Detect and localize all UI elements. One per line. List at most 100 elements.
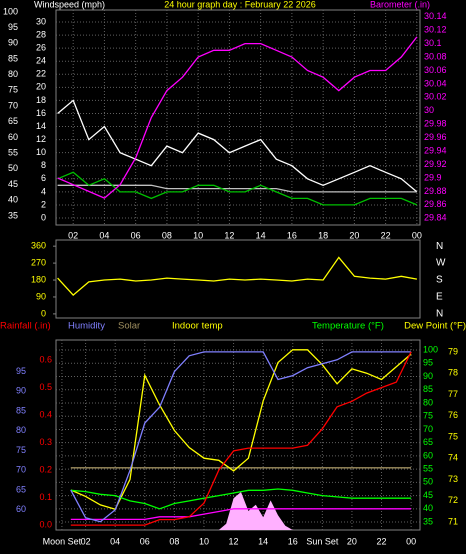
y2-tick-label: 29.96 [424,132,447,142]
temp-tick-label: 85 [423,384,433,394]
y2-tick-label: 30 [424,105,434,115]
y3-tick-label: 40 [8,195,18,205]
y-tick-label: 270 [31,257,46,267]
y-tick-label: 180 [31,274,46,284]
humidity-tick-label: 70 [16,465,26,475]
y3-tick-label: 35 [8,210,18,220]
temp-tick-label: 55 [423,464,433,474]
y2-tick-label: 30.04 [424,78,447,88]
dew-tick-label: 74 [448,453,458,463]
y2-tick-label: 29.88 [424,186,447,196]
x-tick-label: 10 [193,230,203,240]
y3-tick-label: 85 [8,53,18,63]
rain-tick-label: 0.4 [39,409,52,419]
x-tick-label: 14 [256,230,266,240]
y-tick-label: 10 [36,147,46,157]
series-line [57,36,418,199]
temp-tick-label: 50 [423,477,433,487]
humidity-tick-label: 60 [16,504,26,514]
x-tick-label: 14 [258,536,268,546]
temp-tick-label: 65 [423,437,433,447]
y2-tick-label: 29.84 [424,213,447,223]
humidity-tick-label: 80 [16,425,26,435]
temp-tick-label: 80 [423,397,433,407]
x-tick-label: 16 [288,536,298,546]
dew-tick-label: 78 [448,368,458,378]
x-tick-label: 06 [140,536,150,546]
dew-tick-label: 75 [448,431,458,441]
y-tick-label: 6 [41,173,46,183]
x-tick-label: Moon Set [43,536,82,546]
y-tick-label: 90 [36,291,46,301]
y3-tick-label: 90 [8,38,18,48]
dew-tick-label: 77 [448,389,458,399]
direction-label: N [436,241,443,252]
x-tick-label: 06 [131,230,141,240]
y-tick-label: 24 [36,56,46,66]
y-tick-label: 0 [41,212,46,222]
series-line [70,351,412,523]
series-line [70,351,412,526]
y3-tick-label: 55 [8,147,18,157]
rain-tick-label: 0.2 [39,464,52,474]
y-tick-label: 12 [36,134,46,144]
legend-temperature: Temperature (°F) [312,321,384,332]
x-tick-label: 20 [349,230,359,240]
y3-tick-label: 100 [3,6,18,16]
y2-tick-label: 30.1 [424,38,442,48]
chart-title: 24 hour graph day : February 22 2026 [164,0,316,9]
temp-tick-label: 60 [423,450,433,460]
dew-tick-label: 71 [448,516,458,526]
y-tick-label: 2 [41,199,46,209]
y-tick-label: 22 [36,69,46,79]
direction-label: S [436,275,443,286]
y3-tick-label: 95 [8,22,18,32]
y2-tick-label: 30.14 [424,11,447,21]
solar-area [218,492,293,530]
series-line [57,99,418,193]
y2-tick-label: 29.86 [424,199,447,209]
legend-dew-point: Dew Point (°F) [404,321,466,332]
x-tick-label: 22 [377,536,387,546]
rain-tick-label: 0.0 [39,519,52,529]
humidity-tick-label: 85 [16,405,26,415]
x-tick-label: 00 [412,230,422,240]
legend-indoor: Indoor temp [172,321,223,332]
humidity-tick-label: 95 [16,366,26,376]
x-tick-label: 04 [110,536,120,546]
dew-tick-label: 79 [448,346,458,356]
dew-tick-label: 73 [448,474,458,484]
y-tick-label: 16 [36,108,46,118]
x-tick-label: 12 [229,536,239,546]
x-tick-label: 04 [99,230,109,240]
series-line [70,508,412,521]
rain-tick-label: 0.1 [39,492,52,502]
temp-tick-label: 90 [423,371,433,381]
barometer-axis-title: Barometer (.in) [370,0,430,9]
direction-label: E [436,292,443,303]
x-tick-label: 08 [162,230,172,240]
temp-tick-label: 40 [423,503,433,513]
series-line [57,171,418,206]
temp-tick-label: 35 [423,516,433,526]
y-tick-label: 20 [36,82,46,92]
x-tick-label: 12 [224,230,234,240]
series-line [70,349,412,510]
wind-panel-frame [55,9,421,226]
x-tick-label: 02 [81,536,91,546]
y3-tick-label: 45 [8,179,18,189]
y-tick-label: 8 [41,160,46,170]
dew-tick-label: 72 [448,495,458,505]
rain-tick-label: 0.5 [39,382,52,392]
y-tick-label: 360 [31,241,46,251]
y3-tick-label: 75 [8,85,18,95]
y-tick-label: 14 [36,121,46,131]
y-tick-label: 28 [36,29,46,39]
x-tick-label: 22 [381,230,391,240]
y2-tick-label: 29.92 [424,159,447,169]
humidity-tick-label: 90 [16,386,26,396]
y-tick-label: 30 [36,16,46,26]
temp-tick-label: 95 [423,358,433,368]
temp-tick-label: 70 [423,424,433,434]
rain-tick-label: 0.3 [39,437,52,447]
